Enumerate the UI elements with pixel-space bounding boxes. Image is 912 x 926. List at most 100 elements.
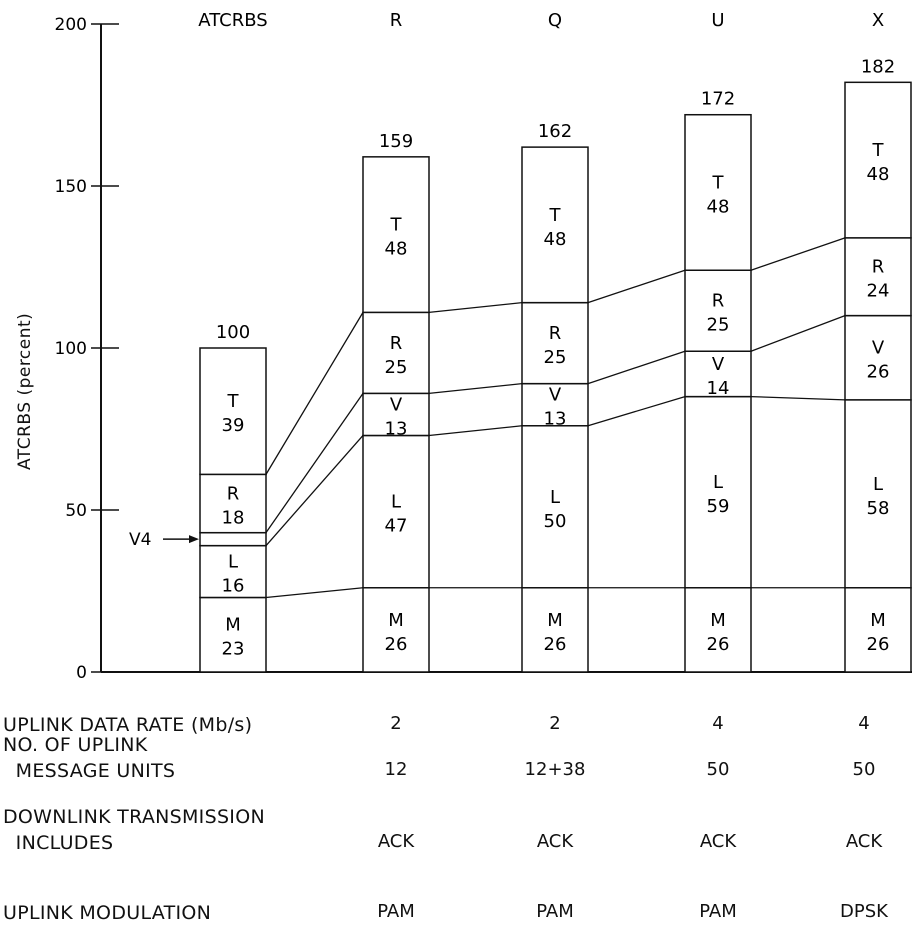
connector-line — [265, 587, 364, 599]
segment-value: 26 — [385, 634, 408, 655]
category-label: ATCRBS — [198, 10, 267, 31]
bar-total-label: 159 — [379, 131, 413, 152]
category-label: X — [872, 10, 884, 31]
segment-value: 24 — [867, 281, 890, 302]
bar-segment-L — [521, 425, 589, 589]
segment-label: M — [710, 610, 726, 631]
segment-value: 25 — [544, 347, 567, 368]
bar-total-label: 100 — [216, 322, 250, 343]
bar-segment-R — [844, 237, 912, 317]
connector-line — [265, 435, 364, 547]
table-cell: ACK — [845, 831, 883, 852]
connector-line — [750, 237, 846, 271]
v4-arrowhead — [189, 535, 199, 544]
segment-label: V — [390, 394, 403, 415]
segment-value: 26 — [707, 634, 730, 655]
category-label: U — [711, 10, 724, 31]
v4-annotation: V4 — [129, 530, 151, 550]
category-label: Q — [548, 10, 562, 31]
segment-label: V — [549, 385, 562, 406]
y-tick-label: 0 — [76, 663, 87, 683]
segment-label: T — [872, 140, 885, 161]
segment-value: 13 — [385, 418, 408, 439]
segment-label: R — [712, 291, 725, 312]
connector-line — [587, 350, 686, 385]
connector-line — [587, 269, 686, 304]
segment-value: 25 — [385, 357, 408, 378]
bar-segment-M — [362, 587, 430, 673]
segment-value: 47 — [385, 516, 408, 537]
bar-segment-V — [362, 392, 430, 437]
bar-segment-M — [844, 587, 912, 673]
segment-value: 25 — [707, 315, 730, 336]
table-cell: 50 — [852, 759, 876, 780]
connector-line — [428, 425, 523, 437]
segment-value: 16 — [222, 576, 245, 597]
segment-label: R — [872, 257, 885, 278]
bar-segment-T — [521, 146, 589, 304]
segment-value: 58 — [867, 498, 890, 519]
segment-value: 59 — [707, 496, 730, 517]
segment-label: L — [873, 474, 883, 495]
table-row-label: NO. OF UPLINK MESSAGE UNITS — [3, 734, 176, 782]
segment-value: 50 — [544, 511, 567, 532]
table-cell: 12 — [384, 759, 408, 780]
connector-line — [265, 392, 364, 534]
segment-value: 48 — [385, 239, 408, 260]
segment-label: V — [872, 338, 885, 359]
bar-segment-R — [199, 473, 267, 534]
table-cell: ACK — [536, 831, 574, 852]
table-cell: 50 — [706, 759, 730, 780]
bar-segment-T — [684, 113, 752, 271]
segment-label: T — [390, 215, 403, 236]
segment-label: V — [712, 354, 725, 375]
segment-value: 48 — [707, 196, 730, 217]
bar-total-label: 172 — [701, 89, 735, 110]
table-cell: DPSK — [840, 901, 888, 922]
segment-value: 26 — [867, 362, 890, 383]
bar-segment-V — [844, 314, 912, 401]
stacked-bar-chart: 0 50 100 150 200 ATCRBS M 23 L 16 R 18 T 39 100 R M 26 L 47… — [55, 10, 912, 683]
segment-label: M — [870, 610, 886, 631]
segment-label: R — [227, 484, 240, 505]
segment-label: L — [713, 472, 723, 493]
table-cell: 4 — [712, 713, 724, 734]
segment-value: 48 — [867, 164, 890, 185]
bar-segment-T — [844, 81, 912, 239]
table-cell: 12+38 — [524, 759, 586, 780]
connector-line — [428, 382, 523, 395]
segment-value: 26 — [544, 634, 567, 655]
bar-segment-R — [362, 311, 430, 395]
segment-value: 23 — [222, 639, 245, 660]
bar-segment-V — [521, 382, 589, 427]
bar-segment-T — [362, 156, 430, 314]
bar-segment-V — [684, 350, 752, 398]
table-cell: PAM — [377, 901, 415, 922]
segment-value: 48 — [544, 229, 567, 250]
table-cell: PAM — [536, 901, 574, 922]
segment-label: L — [550, 487, 560, 508]
bar-total-label: 182 — [861, 56, 895, 77]
table-cell: ACK — [699, 831, 737, 852]
table-cell: ACK — [377, 831, 415, 852]
bar-total-label: 162 — [538, 121, 572, 142]
y-axis-label: ATCRBS (percent) — [15, 312, 35, 470]
table-row-label: UPLINK MODULATION — [3, 902, 212, 924]
segment-label: M — [225, 615, 241, 636]
y-tick-label: 200 — [55, 15, 87, 35]
bar-segment-M — [521, 587, 589, 673]
segment-value: 18 — [222, 508, 245, 529]
y-tick-label: 100 — [55, 339, 87, 359]
segment-value: 14 — [707, 378, 730, 399]
segment-label: L — [228, 552, 238, 573]
connector-line — [750, 395, 846, 401]
bar-segment-L — [362, 434, 430, 589]
segment-value: 26 — [867, 634, 890, 655]
segment-label: M — [388, 610, 404, 631]
segment-value: 39 — [222, 415, 245, 436]
y-tick-label: 50 — [65, 501, 87, 521]
bar-segment-R — [521, 301, 589, 385]
segment-label: R — [390, 333, 403, 354]
bar-segment-V — [199, 531, 267, 547]
connector-line — [265, 312, 364, 475]
